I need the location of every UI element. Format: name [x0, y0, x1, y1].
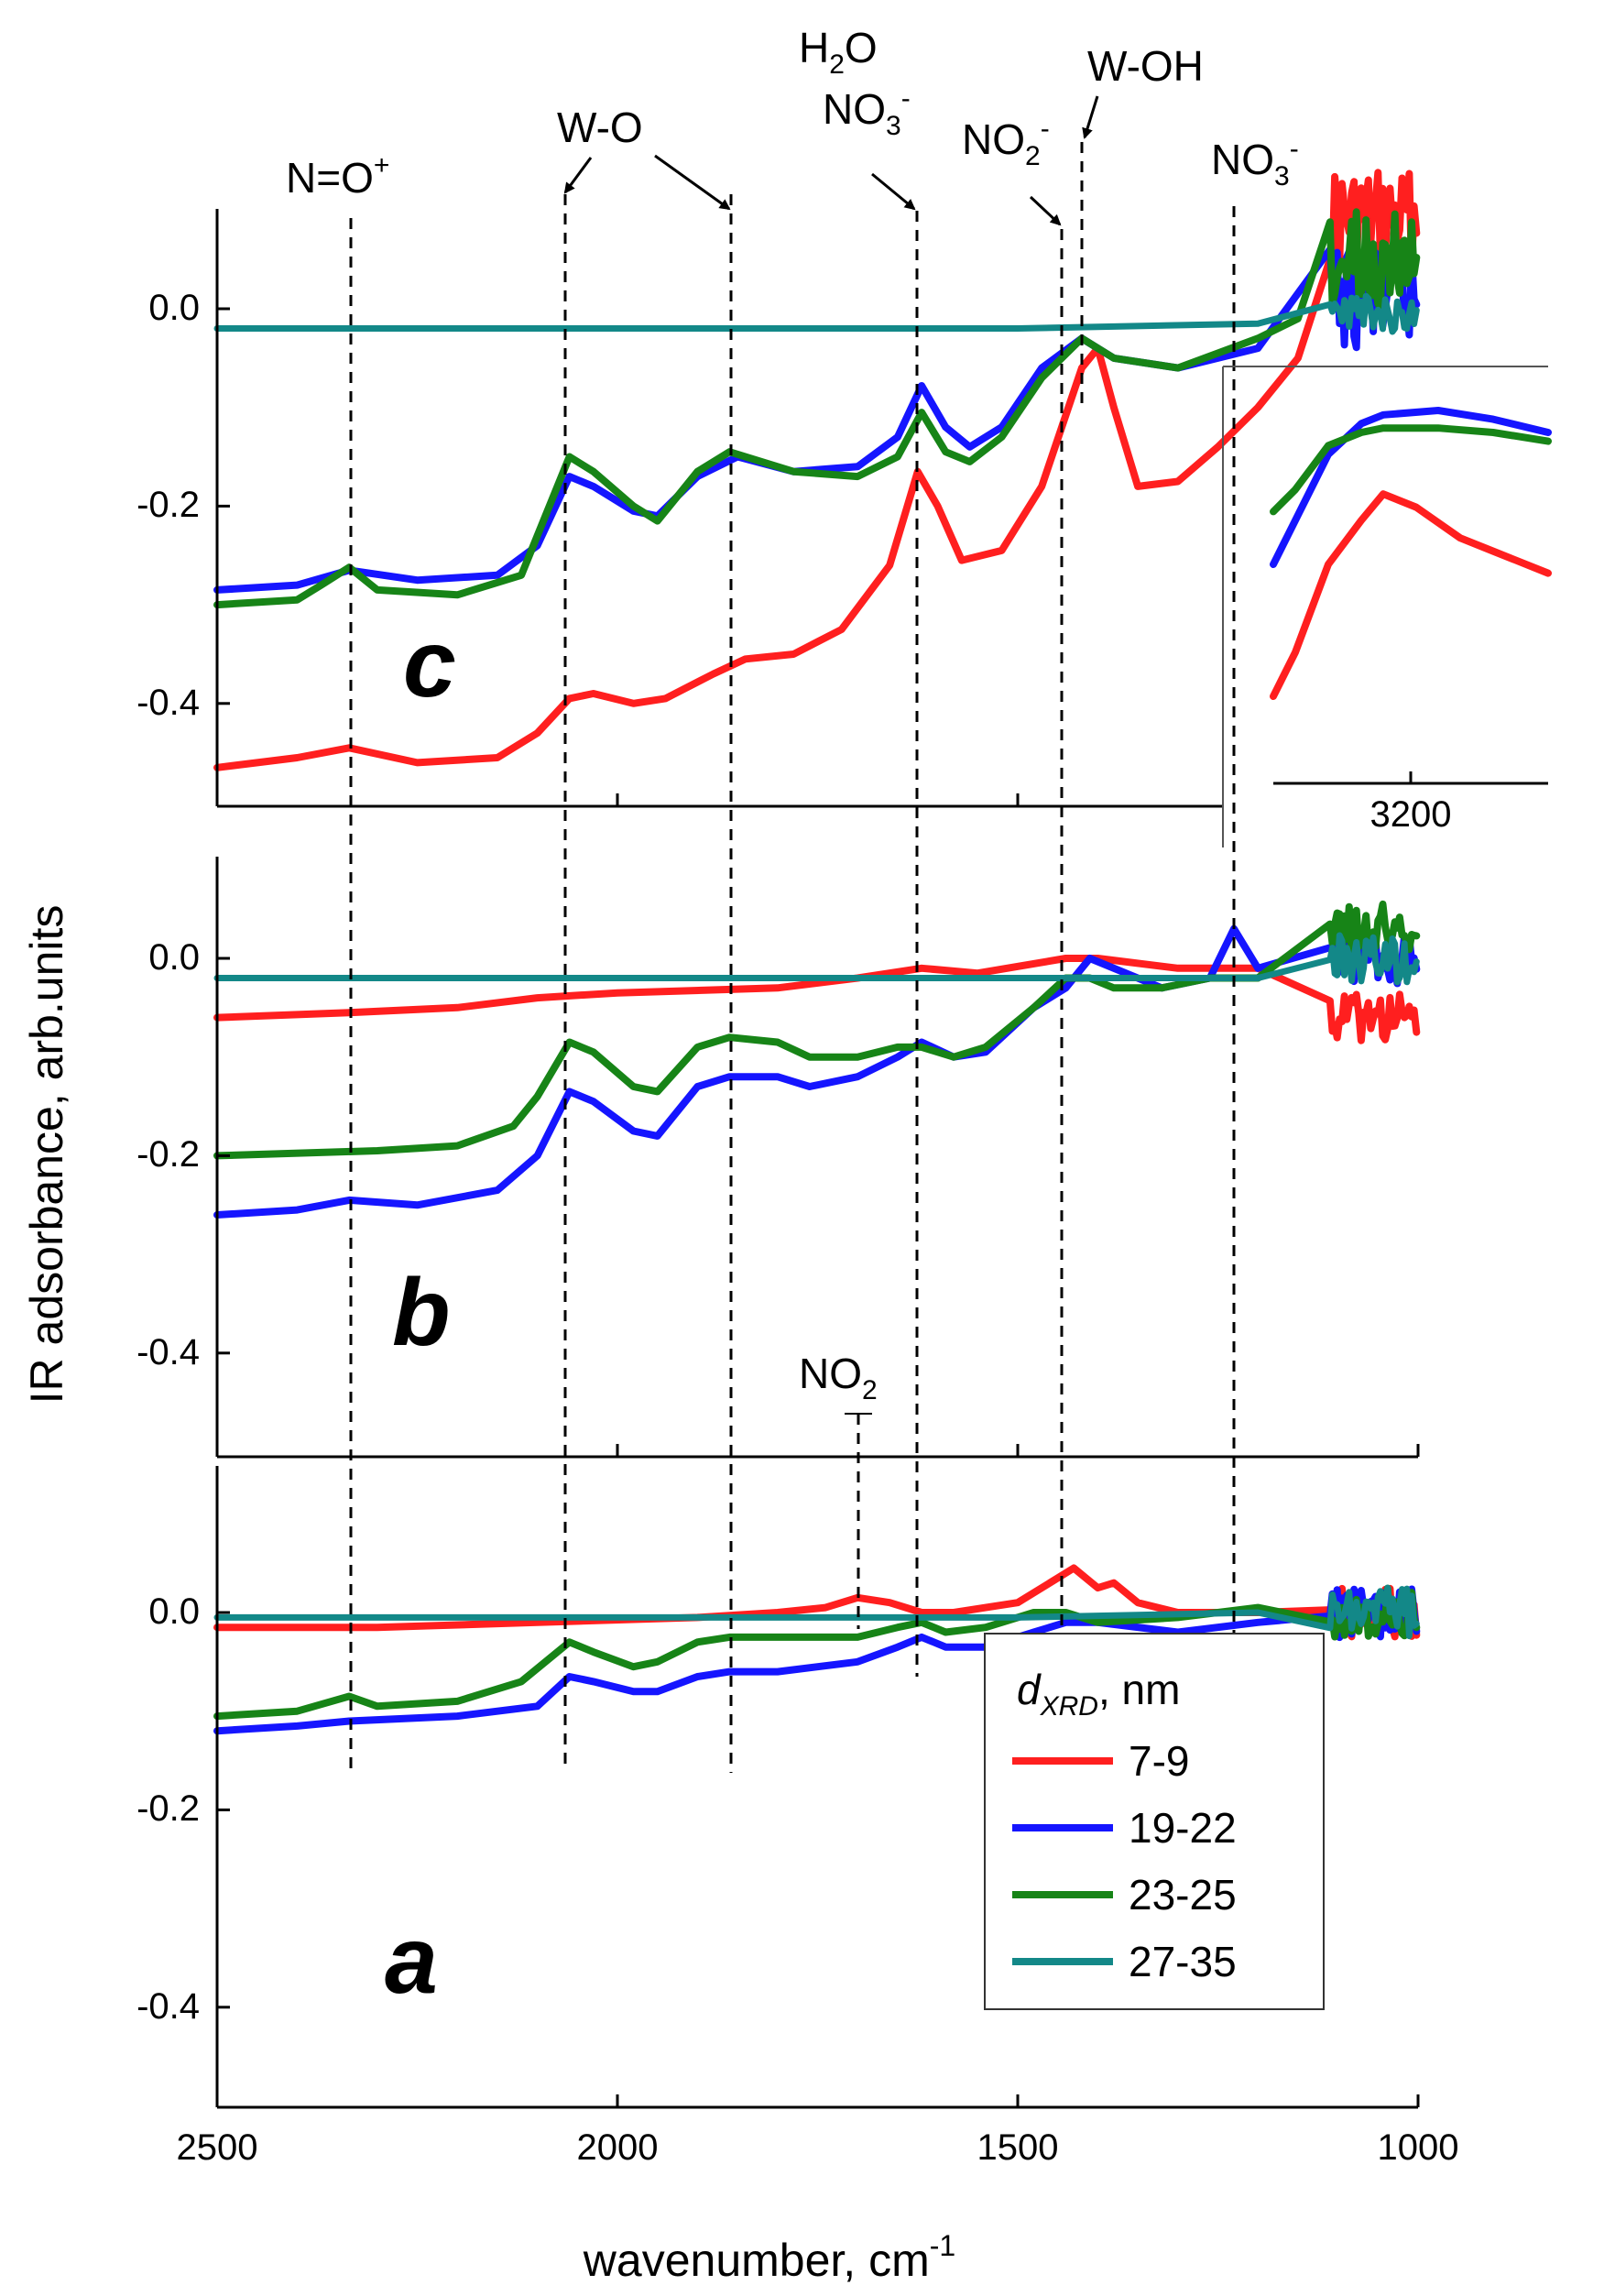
series-c-19-22 — [213, 246, 1421, 594]
panel-c-ytick-2: -0.4 — [136, 683, 200, 723]
x-tick-2000: 2000 — [577, 2127, 659, 2168]
inset-series-23-25 — [1270, 424, 1552, 516]
legend-box — [984, 1633, 1325, 2010]
annotation-labels: N=O+ W-O H2O NO3- NO2- W-OH NO3- NO2 — [286, 24, 1299, 1405]
series-c-23-25 — [213, 208, 1421, 609]
legend-title: dXRD, nm — [1017, 1666, 1180, 1722]
ticks-layer — [215, 307, 1420, 2107]
y-axis-title: IR adsorbance, arb.units — [21, 905, 72, 1405]
annotation-arrows — [563, 95, 1099, 226]
arrow-woh — [1082, 95, 1099, 139]
panel-a-ytick-2: -0.4 — [136, 1986, 200, 2027]
panel-a-ytick-1: -0.2 — [136, 1788, 200, 1829]
x-tick-1500: 1500 — [977, 2127, 1059, 2168]
label-no3-right: NO3- — [1211, 134, 1299, 191]
legend: dXRD, nm 7-9 19-22 23-25 27-35 — [984, 1633, 1325, 2010]
panel-letter-b: b — [392, 1260, 451, 1366]
label-wo: W-O — [557, 104, 643, 151]
label-woh: W-OH — [1087, 42, 1204, 90]
series-a-27-35 — [213, 1584, 1420, 1640]
label-no3-mid: NO3- — [823, 83, 911, 141]
x-tick-1000: 1000 — [1378, 2127, 1459, 2168]
panel-letter-c: c — [403, 611, 456, 717]
arrow-no2minus — [1029, 195, 1062, 226]
series-b-23-25 — [213, 900, 1421, 1160]
inset-x-tick-label: 3200 — [1370, 794, 1452, 835]
panel-letter-a: a — [385, 1908, 438, 2014]
series-b-7-9 — [213, 955, 1421, 1044]
inset-series-7-9 — [1270, 490, 1552, 700]
panel-c-ytick-1: -0.2 — [136, 485, 200, 525]
panel-b-ytick-1: -0.2 — [136, 1134, 200, 1175]
legend-label-7-9: 7-9 — [1129, 1737, 1189, 1785]
panel-b-ytick-2: -0.4 — [136, 1332, 200, 1372]
y-tick-labels: 0.0 -0.2 -0.4 0.0 -0.2 -0.4 0.0 -0.2 -0.… — [136, 288, 200, 2027]
label-no2-minus: NO2- — [962, 114, 1050, 171]
series-layer — [213, 169, 1552, 1735]
arrow-wo-right — [654, 154, 731, 211]
label-no-plus: N=O+ — [286, 150, 389, 202]
x-axis-title: wavenumber, cm-1 — [583, 2229, 955, 2286]
arrow-wo-left — [563, 157, 593, 194]
series-b-27-35 — [213, 932, 1420, 986]
label-no2: NO2 — [799, 1350, 878, 1405]
inset-series-19-22 — [1270, 407, 1552, 568]
panel-a-ytick-0: 0.0 — [148, 1591, 200, 1632]
legend-label-23-25: 23-25 — [1129, 1871, 1237, 1919]
inset-frame — [1222, 366, 1548, 847]
label-h2o: H2O — [799, 24, 878, 80]
x-tick-2500: 2500 — [177, 2127, 258, 2168]
series-a-23-25 — [213, 1584, 1421, 1721]
panel-c-ytick-0: 0.0 — [148, 288, 200, 328]
panel-b-ytick-0: 0.0 — [148, 937, 200, 978]
legend-label-27-35: 27-35 — [1129, 1938, 1237, 1985]
series-c-27-35 — [213, 292, 1420, 335]
arrow-no3 — [871, 172, 916, 211]
legend-label-19-22: 19-22 — [1129, 1804, 1237, 1852]
annotation-dashed-lines — [349, 142, 1236, 1773]
x-tick-labels: 2500 2000 1500 1000 — [177, 2127, 1459, 2168]
